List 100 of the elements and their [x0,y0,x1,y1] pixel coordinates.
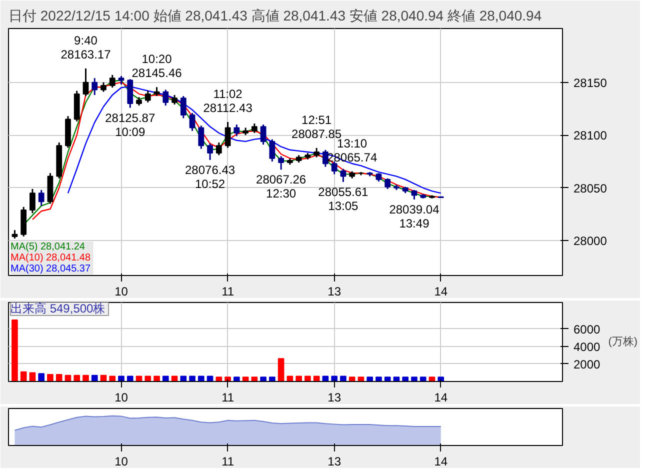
candlestick [384,178,391,190]
bar [180,376,187,382]
candlestick [144,90,151,104]
bar [366,376,374,382]
bar [118,376,124,382]
x-tick-label: 10 [114,284,128,298]
annotation: 9:40 28163.17 [60,33,112,62]
bar [393,376,400,382]
x-tick-label: 11 [222,390,234,404]
bar [331,376,338,382]
candlestick [30,188,36,214]
annotation: 28067.26 12:30 [256,172,306,201]
text: MA(10) 28,041.48 [10,252,91,264]
bar [171,376,178,382]
candlestick [92,77,98,96]
chart-title: 日付 2022/12/15 14:00 始値 28,041.43 高値 28,041.43 安値 28,040.94 終値 28,040.94 [8,8,542,24]
bar [340,376,346,382]
x-tick-label: 10 [114,454,128,468]
bar [82,374,89,382]
candlestick [251,122,258,134]
candlestick [127,78,134,109]
bar [224,376,231,382]
bar [411,376,418,382]
annotation: 28039.04 13:49 [389,202,440,230]
bar [242,376,249,382]
bar [136,376,142,382]
candlestick [411,189,418,200]
candlestick [109,74,116,88]
bar [304,376,311,382]
bar [348,376,356,382]
text: MA(30) 28,045.37 [10,264,91,274]
candlestick [82,68,89,97]
y-tick-label: 6000 [574,322,601,336]
y-tick-label: 4000 [574,340,601,354]
bar [269,376,276,382]
y-axis-title: (万株) [608,335,638,348]
candlestick [322,149,328,168]
bar [402,376,409,382]
candlestick [269,138,276,162]
candlestick [207,142,213,161]
x-tick-label: 11 [222,454,234,468]
bar [296,376,302,382]
candlestick [172,94,178,106]
y-tick-label: 2000 [574,357,601,372]
bar [198,376,204,382]
y-tick-label: 28000 [574,234,608,248]
annotation: 28076.43 10:52 [185,162,236,191]
x-tick-label: 13 [328,284,342,298]
bar [154,376,160,382]
text: MA(5) 28,041.24 [10,242,86,252]
candlestick [216,142,222,156]
candlestick [234,124,240,137]
x-tick-label: 14 [434,284,448,298]
annotation: 10:20 28145.46 [132,52,182,80]
bar [162,376,169,382]
bar [278,358,284,382]
bar [144,376,152,382]
annotation: 11:02 28112.43 [203,86,253,115]
bar [428,376,436,382]
bar [376,376,382,382]
annotation: 28055.61 13:05 [318,184,369,213]
bar [47,374,54,382]
bar [189,376,196,382]
x-tick-label: 10 [114,390,128,404]
bar [109,376,116,382]
x-tick-label: 14 [434,390,448,404]
chart-title: 出来高 549,500株 [10,302,106,316]
bar [313,376,320,382]
candlestick [260,124,266,146]
x-tick-label: 14 [434,454,448,468]
y-tick-label: 28050 [574,181,608,196]
bar [286,376,294,382]
bar [56,374,62,382]
candlestick [224,121,231,149]
bar [358,376,364,382]
bar [260,376,266,382]
bar [438,376,444,382]
y-tick-label: 28150 [574,76,608,90]
candlestick [314,147,320,158]
bar [74,374,80,382]
bar [29,372,36,382]
candlestick [278,155,284,170]
candlestick [162,88,169,106]
candlestick [100,82,106,93]
candlestick [340,168,346,183]
x-tick-label: 13 [328,454,342,468]
candlestick [189,112,196,132]
bar [91,374,98,382]
bar [234,376,240,382]
bar [126,376,134,382]
x-tick-label: 11 [222,284,234,298]
bar [20,371,27,382]
bar [420,376,426,382]
y-tick-label: 28100 [574,128,608,143]
candlestick [331,160,338,175]
candlestick [38,189,44,207]
candlestick [198,124,204,150]
annotation: 28125.87 10:09 [105,110,156,139]
bar [384,376,391,382]
bar [322,376,329,382]
